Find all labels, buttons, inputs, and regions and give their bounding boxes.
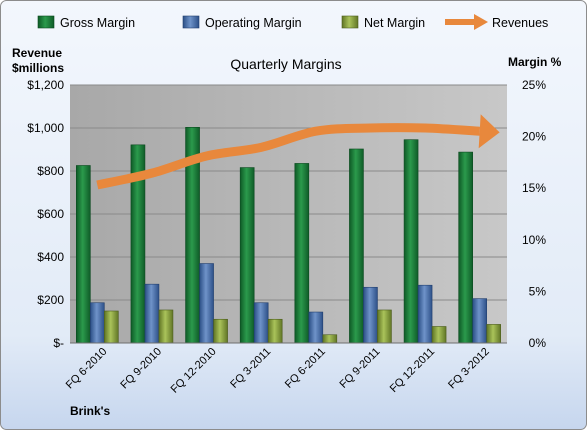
- bar-gross-margin: [403, 139, 419, 344]
- legend-label-revenues: Revenues: [492, 16, 548, 30]
- bar-gross-margin: [349, 148, 364, 344]
- bar-gross-margin: [294, 163, 310, 344]
- right-tick-label: 5%: [529, 284, 547, 298]
- left-axis-title-line1: Revenue: [12, 46, 62, 60]
- right-tick-label: 0%: [529, 336, 547, 350]
- bar-gross-margin: [76, 165, 91, 344]
- legend-swatch-operating-margin: [182, 15, 200, 29]
- bar-gross-margin: [458, 151, 473, 344]
- bar-net-margin: [486, 324, 501, 344]
- right-tick-label: 25%: [522, 78, 546, 92]
- legend-swatch-net-margin: [341, 15, 359, 29]
- chart-title: Quarterly Margins: [230, 56, 341, 72]
- legend: Gross Margin Operating Margin Net Margin…: [37, 14, 548, 30]
- bar-operating-margin: [363, 286, 378, 344]
- bar-operating-margin: [90, 302, 105, 344]
- bar-net-margin: [104, 310, 119, 344]
- right-tick-label: 10%: [522, 233, 546, 247]
- bar-gross-margin: [239, 167, 255, 344]
- left-tick-label: $200: [37, 293, 64, 307]
- revenue-series-line: [96, 123, 480, 190]
- bar-operating-margin: [308, 311, 324, 344]
- bar-operating-margin: [417, 284, 433, 344]
- bar-net-margin: [431, 326, 447, 344]
- right-tick-label: 15%: [522, 181, 546, 195]
- left-tick-label: $400: [37, 250, 64, 264]
- footer-brand: Brink's: [70, 404, 111, 418]
- legend-swatch-gross-margin: [37, 15, 55, 29]
- bars: [76, 127, 501, 344]
- bar-net-margin: [377, 309, 392, 344]
- revenue-line: [96, 114, 500, 190]
- revenue-arrow-head: [478, 114, 500, 149]
- bar-net-margin: [158, 309, 174, 344]
- bar-operating-margin: [472, 298, 487, 344]
- bar-operating-margin: [199, 263, 214, 344]
- left-tick-label: $1,000: [27, 121, 64, 135]
- bar-net-margin: [267, 318, 283, 344]
- right-axis-title: Margin %: [508, 55, 562, 69]
- left-tick-label: $-: [53, 336, 64, 350]
- bar-operating-margin: [253, 302, 269, 344]
- bar-net-margin: [322, 334, 338, 344]
- legend-label-gross-margin: Gross Margin: [60, 16, 135, 30]
- left-tick-label: $800: [37, 164, 64, 178]
- right-axis-ticks: 0% 5% 10% 15% 20% 25%: [522, 78, 546, 350]
- left-axis-ticks: $- $200 $400 $600 $800 $1,000 $1,200: [27, 78, 64, 350]
- left-axis-title-line2: $millions: [12, 61, 64, 75]
- legend-label-operating-margin: Operating Margin: [205, 16, 302, 30]
- left-tick-label: $600: [37, 207, 64, 221]
- left-tick-label: $1,200: [27, 78, 64, 92]
- right-tick-label: 20%: [522, 130, 546, 144]
- legend-swatch-revenues: [445, 14, 488, 30]
- bar-operating-margin: [144, 283, 160, 344]
- bar-net-margin: [213, 318, 228, 344]
- legend-label-net-margin: Net Margin: [364, 16, 425, 30]
